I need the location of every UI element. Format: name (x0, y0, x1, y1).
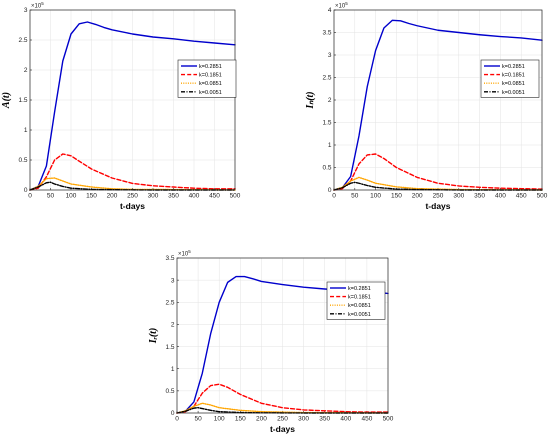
legend-label-2: k=0.1851 (502, 73, 525, 79)
y-axis-label: Iᵣ(t) (148, 328, 159, 345)
legend-label-4: k=0.0051 (199, 90, 222, 96)
x-tick-label: 100 (66, 193, 77, 200)
x-tick-label: 500 (537, 193, 548, 200)
y-tick-label: 0.5 (18, 157, 27, 164)
y-tick-label: 3.5 (322, 30, 331, 37)
y-axis-multiplier: ×105 (31, 1, 44, 10)
y-tick-label: 2.5 (165, 299, 174, 306)
legend-label-4: k=0.0051 (348, 312, 371, 318)
series-line-1 (333, 19, 543, 191)
x-tick-label: 400 (340, 416, 351, 423)
x-tick-label: 300 (453, 193, 464, 200)
x-tick-label: 350 (168, 193, 179, 200)
x-axis-label: t-days (425, 201, 450, 211)
subplot-3: 0 50 100 150 200 250 300 350 400 450 500 0 0.5 1 1.5 2 2… (148, 249, 394, 434)
legend: k=0.2851 k=0.1851 k=0.0851 k=0.0051 (177, 59, 237, 98)
x-tick-label: 100 (214, 416, 225, 423)
y-tick-label: 3.5 (165, 255, 174, 262)
x-axis-label: t-days (270, 424, 295, 434)
x-tick-label: 0 (175, 416, 179, 423)
x-tick-label: 200 (107, 193, 118, 200)
y-tick-label: 0.5 (322, 165, 331, 172)
legend-label-3: k=0.0851 (199, 81, 222, 87)
x-tick-label: 350 (474, 193, 485, 200)
legend: k=0.2851 k=0.1851 k=0.0851 k=0.0051 (326, 281, 386, 320)
x-tick-label: 250 (433, 193, 444, 200)
x-tick-label: 50 (47, 193, 55, 200)
legend-label-1: k=0.2851 (199, 64, 222, 70)
y-tick-label: 3 (24, 7, 28, 14)
series-line-2 (29, 153, 236, 191)
x-tick-label: 500 (383, 416, 394, 423)
series-line-1 (29, 21, 236, 191)
y-tick-label: 1 (171, 366, 175, 373)
subplot-2: 0 50 100 150 200 250 300 350 400 450 500 0 0.5 1 1.5 2 2… (305, 1, 548, 211)
x-tick-label: 0 (332, 193, 336, 200)
y-tick-label: 4 (328, 7, 332, 14)
x-tick-label: 150 (235, 416, 246, 423)
x-tick-label: 250 (277, 416, 288, 423)
legend-label-3: k=0.0851 (348, 303, 371, 309)
multiplier-exponent: 5 (41, 1, 44, 6)
x-tick-label: 450 (361, 416, 372, 423)
multiplier-exponent: 5 (188, 249, 191, 254)
y-tick-label: 1 (24, 127, 28, 134)
legend-label-2: k=0.1851 (348, 295, 371, 301)
x-tick-label: 350 (319, 416, 330, 423)
x-tick-label: 50 (351, 193, 359, 200)
legend-label-1: k=0.2851 (502, 64, 525, 70)
legend-label-2: k=0.1851 (199, 73, 222, 79)
multiplier-base: ×10 (335, 4, 346, 10)
x-tick-label: 200 (256, 416, 267, 423)
y-axis-multiplier: ×105 (178, 249, 191, 258)
x-tick-label: 150 (86, 193, 97, 200)
y-tick-label: 1.5 (165, 344, 174, 351)
x-tick-label: 450 (516, 193, 527, 200)
x-tick-label: 0 (28, 193, 32, 200)
x-tick-label: 150 (391, 193, 402, 200)
x-tick-label: 250 (127, 193, 138, 200)
x-tick-label: 300 (148, 193, 159, 200)
y-tick-label: 3 (171, 277, 175, 284)
y-tick-label: 2.5 (18, 37, 27, 44)
x-tick-label: 400 (189, 193, 200, 200)
x-tick-label: 400 (495, 193, 506, 200)
x-tick-label: 500 (230, 193, 241, 200)
legend-label-4: k=0.0051 (502, 90, 525, 96)
y-axis-multiplier: ×105 (335, 1, 348, 10)
y-tick-label: 1.5 (18, 97, 27, 104)
multiplier-base: ×10 (178, 252, 189, 258)
y-tick-label: 0 (328, 187, 332, 194)
y-tick-label: 2 (328, 97, 332, 104)
y-tick-label: 3 (328, 52, 332, 59)
y-axis-label: Iₙ(t) (305, 91, 316, 109)
subplot-1: 0 50 100 150 200 250 300 350 400 450 500 0 0.5 1 1.5 2 2… (1, 1, 241, 211)
legend-label-1: k=0.2851 (348, 286, 371, 292)
y-tick-label: 2 (171, 322, 175, 329)
legend-label-3: k=0.0851 (502, 81, 525, 87)
y-tick-label: 0 (24, 187, 28, 194)
axes-frame (29, 9, 236, 191)
y-tick-label: 0.5 (165, 388, 174, 395)
x-tick-label: 300 (298, 416, 309, 423)
legend: k=0.2851 k=0.1851 k=0.0851 k=0.0051 (480, 59, 540, 98)
x-tick-label: 200 (412, 193, 423, 200)
series-line-2 (333, 153, 543, 191)
x-tick-label: 100 (370, 193, 381, 200)
y-tick-label: 2 (24, 67, 28, 74)
y-tick-label: 1.5 (322, 120, 331, 127)
y-tick-label: 2.5 (322, 75, 331, 82)
axes-frame (333, 9, 543, 191)
multiplier-exponent: 5 (345, 1, 348, 6)
y-tick-label: 1 (328, 142, 332, 149)
x-tick-label: 50 (194, 416, 202, 423)
multiplier-base: ×10 (31, 4, 42, 10)
x-tick-label: 450 (209, 193, 220, 200)
y-axis-label: A(t) (1, 92, 12, 109)
series-line-2 (176, 383, 389, 414)
x-axis-label: t-days (120, 201, 145, 211)
y-tick-label: 0 (171, 410, 175, 417)
axes-frame (176, 257, 389, 414)
